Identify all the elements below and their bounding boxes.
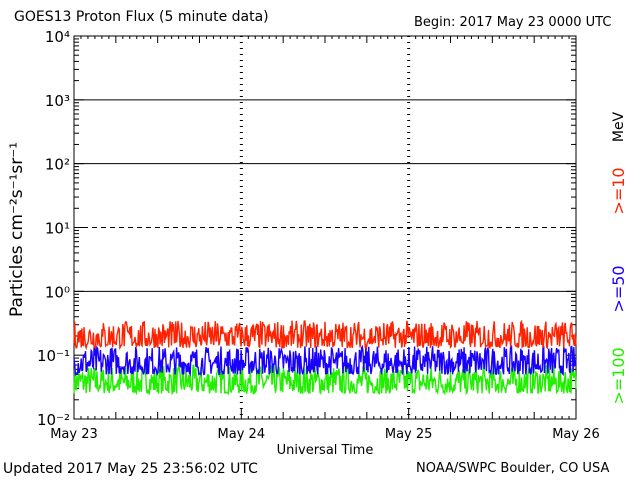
series-line-ge100 — [73, 362, 577, 396]
updated-timestamp: Updated 2017 May 25 23:56:02 UTC — [3, 461, 258, 477]
x-tick-label: May 24 — [218, 427, 266, 442]
y-tick-label: 10² — [45, 156, 70, 174]
series-line-ge10 — [73, 319, 577, 351]
y-tick-label: 10⁰ — [45, 283, 70, 301]
y-tick-label: 10³ — [45, 92, 70, 110]
y-axis-label: Particles cm⁻²s⁻¹sr⁻¹ — [7, 142, 27, 317]
chart-title: GOES13 Proton Flux (5 minute data) — [14, 9, 269, 25]
x-tick-label: May 26 — [552, 427, 600, 442]
x-tick-label: May 25 — [385, 427, 433, 442]
y-tick-label: 10⁻¹ — [37, 347, 70, 365]
legend-label: >=10 — [609, 167, 628, 214]
series-line-ge50 — [73, 344, 577, 377]
y-tick-label: 10¹ — [45, 220, 70, 238]
data-source-label: NOAA/SWPC Boulder, CO USA — [416, 461, 610, 476]
x-axis-label: Universal Time — [277, 443, 374, 458]
begin-date-label: Begin: 2017 May 23 0000 UTC — [414, 15, 612, 30]
x-tick-label: May 23 — [50, 427, 98, 442]
y-tick-label: 10⁴ — [45, 28, 70, 46]
legend-unit-label: MeV — [611, 111, 627, 142]
legend-label: >=100 — [609, 347, 628, 404]
y-tick-label: 10⁻² — [37, 411, 70, 429]
legend-label: >=50 — [609, 265, 628, 312]
